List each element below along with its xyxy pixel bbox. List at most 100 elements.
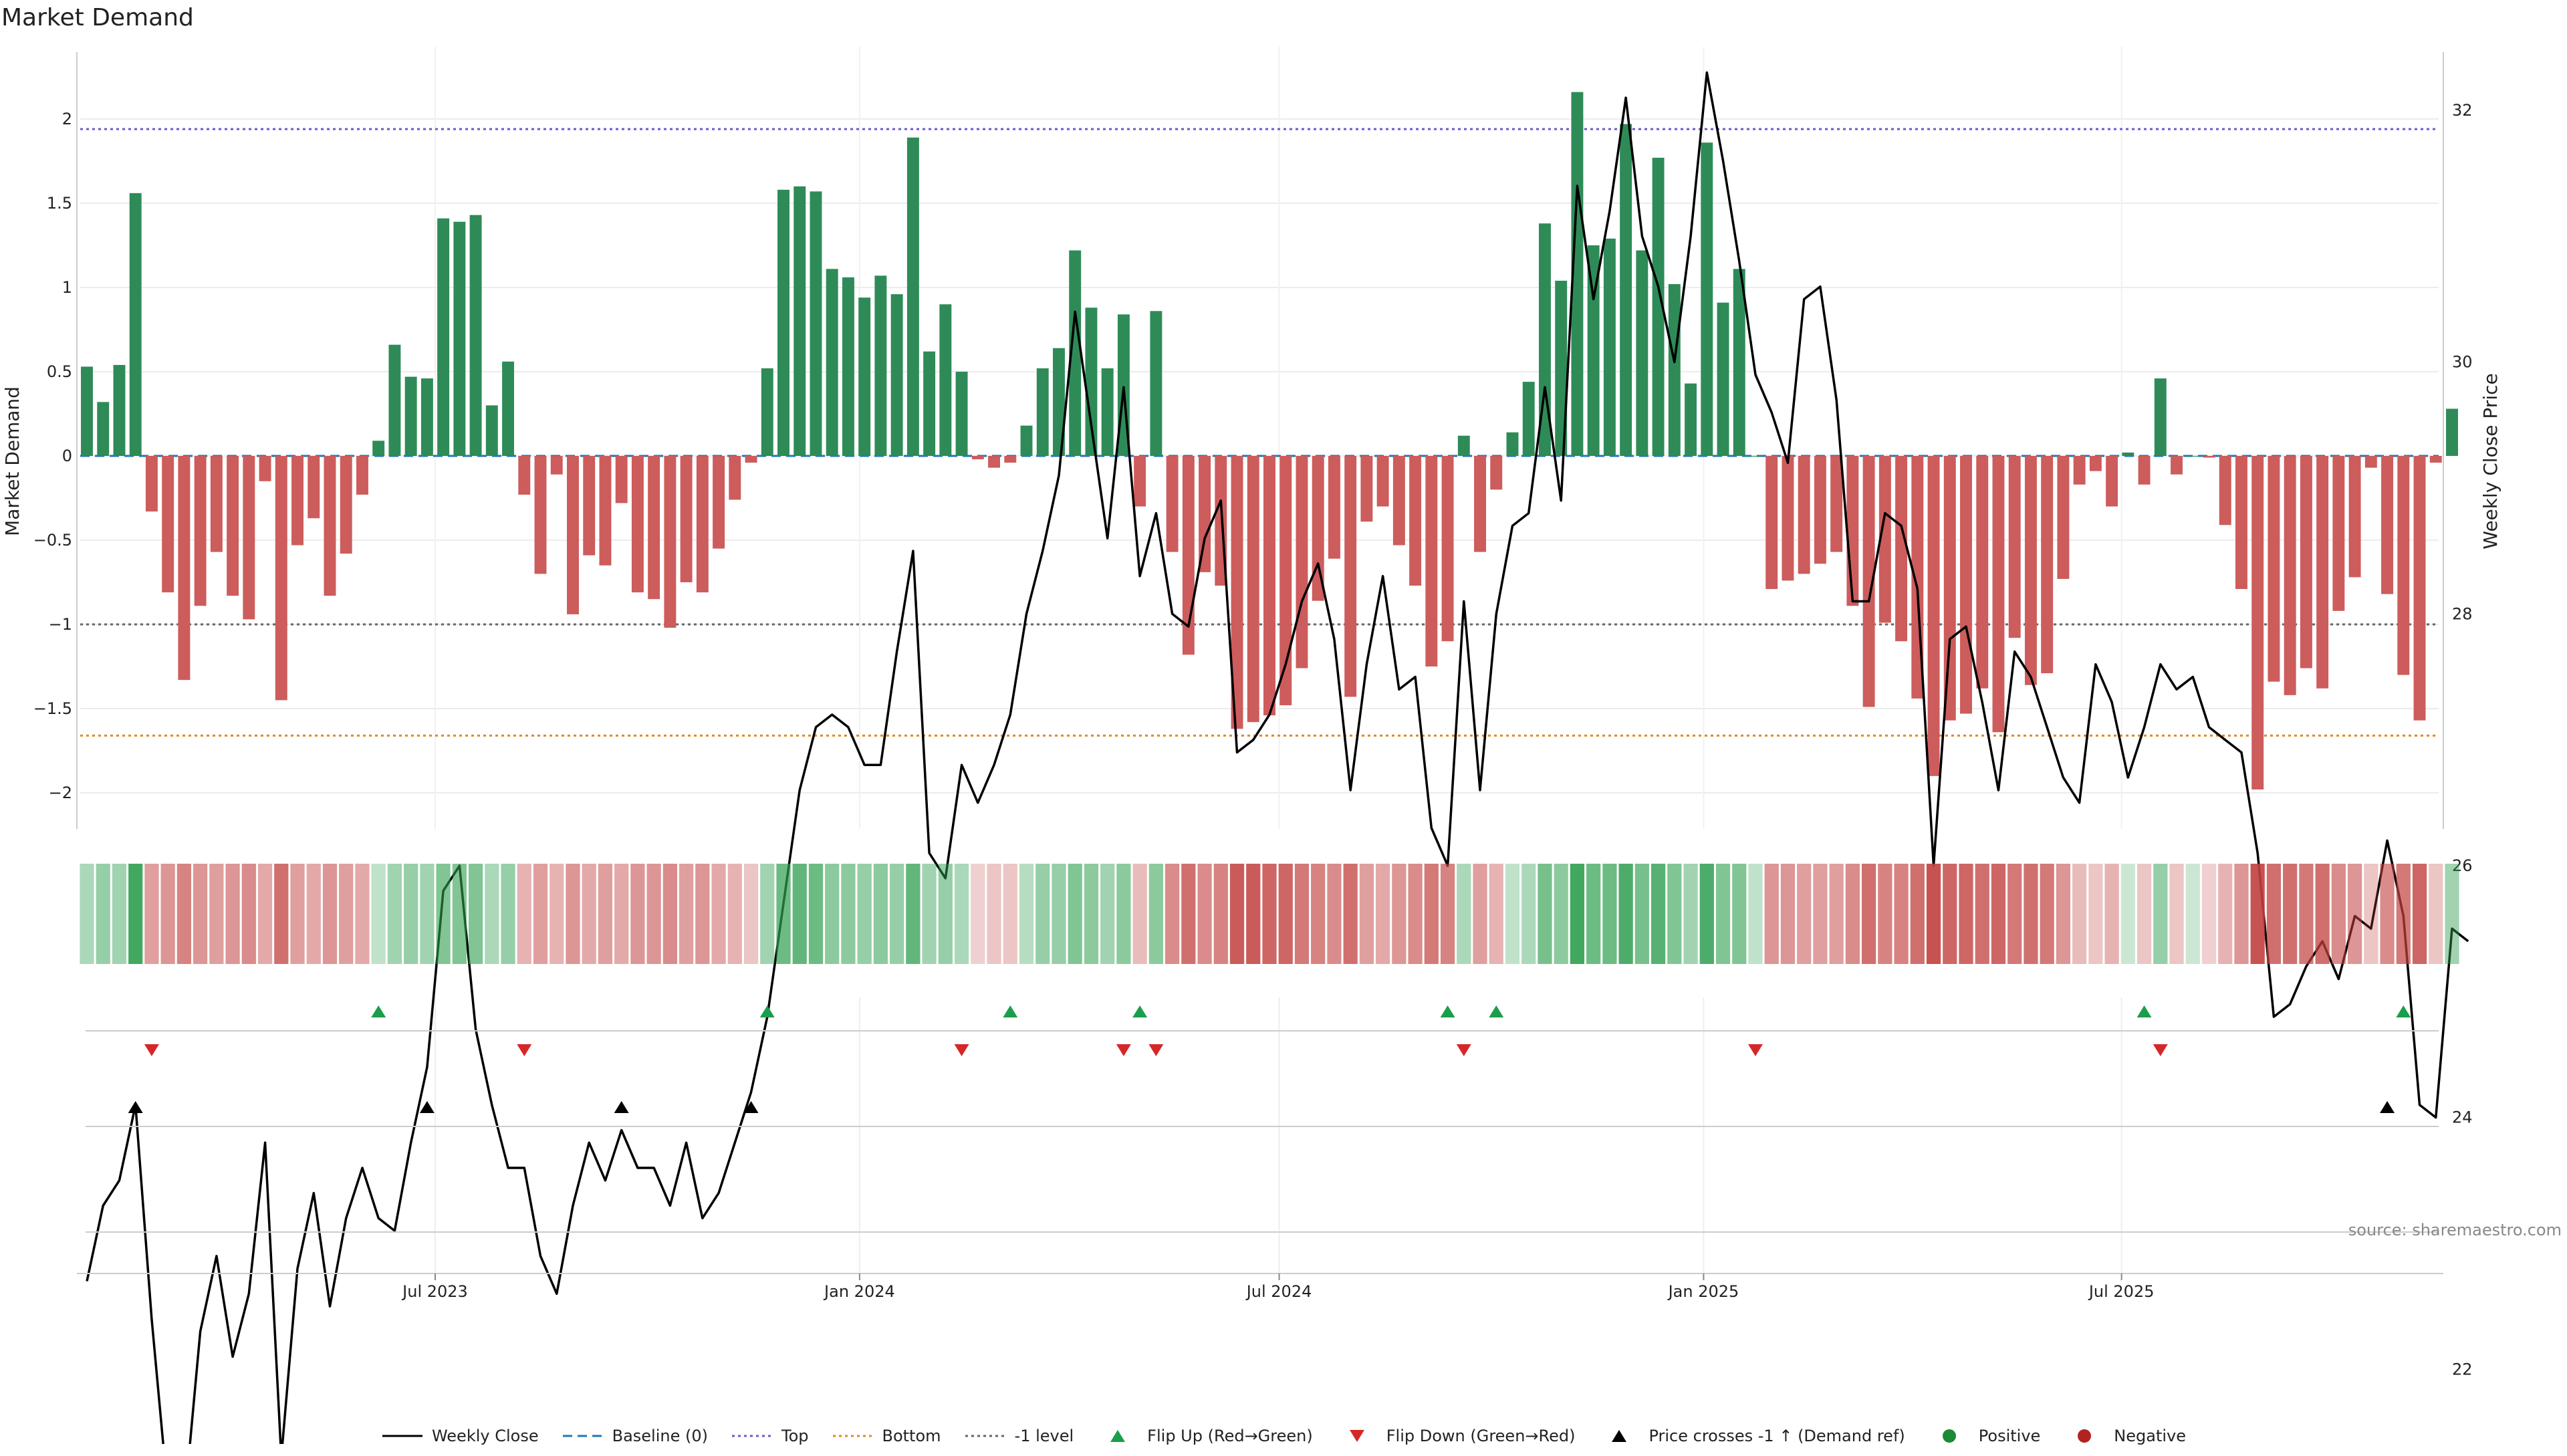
intensity-cell [1343, 864, 1358, 964]
intensity-cell [1538, 864, 1552, 964]
intensity-cell [1813, 864, 1828, 964]
demand-bar [518, 456, 531, 495]
demand-bar [2364, 456, 2377, 468]
right-axis: 32 30 28 26 24 22 [2443, 52, 2473, 1378]
demand-bar [1085, 308, 1098, 456]
demand-bar [404, 376, 417, 456]
intensity-cell [1165, 864, 1180, 964]
intensity-cell [339, 864, 354, 964]
intensity-cell [2120, 864, 2135, 964]
demand-bar [2348, 456, 2361, 578]
demand-bar [971, 456, 984, 460]
intensity-cell [2331, 864, 2346, 964]
demand-bar [955, 372, 968, 456]
demand-bar [1020, 425, 1033, 456]
demand-bar [1798, 456, 1810, 574]
demand-bar [340, 456, 352, 554]
demand-bar [761, 368, 773, 456]
intensity-cell [614, 864, 629, 964]
demand-bar [113, 364, 126, 456]
demand-bar [2397, 456, 2410, 675]
intensity-cell [144, 864, 159, 964]
demand-bar [923, 351, 936, 456]
price-cross-marker [2380, 1101, 2395, 1113]
intensity-cell [2234, 864, 2249, 964]
legend-item: Positive [1928, 1427, 2040, 1445]
intensity-cell [2283, 864, 2298, 964]
legend-symbol [1110, 1430, 1126, 1442]
demand-bar [1376, 456, 1389, 507]
demand-bar [1733, 269, 1745, 456]
intensity-cell [873, 864, 888, 964]
intensity-cell [906, 864, 921, 964]
left-tick-label: −0.5 [33, 531, 72, 550]
intensity-cell [1392, 864, 1407, 964]
intensity-cell [1586, 864, 1601, 964]
left-tick-label: −1 [49, 615, 72, 634]
demand-bar [356, 456, 368, 495]
flip-down-marker [1116, 1044, 1131, 1056]
intensity-cell [274, 864, 289, 964]
demand-bar [2300, 456, 2312, 669]
legend-item: Price crosses -1 ↑ (Demand ref) [1598, 1427, 1905, 1445]
intensity-cell [1181, 864, 1196, 964]
intensity-cell [2088, 864, 2103, 964]
demand-bar [631, 456, 644, 593]
intensity-cell [2315, 864, 2330, 964]
intensity-cell [2380, 864, 2395, 964]
intensity-cell [1084, 864, 1099, 964]
intensity-cell [2007, 864, 2022, 964]
x-axis: Jul 2023 Jan 2024 Jul 2024 Jan 2025 Jul 2025 [77, 1273, 2443, 1301]
intensity-cell [2072, 864, 2087, 964]
demand-bar [550, 456, 563, 475]
intensity-cell [857, 864, 872, 964]
demand-bar [1312, 456, 1324, 601]
legend-symbol [832, 1435, 873, 1437]
intensity-cell [1408, 864, 1423, 964]
demand-bar [713, 456, 725, 549]
intensity-cell [1699, 864, 1714, 964]
demand-bar [162, 456, 174, 593]
intensity-cell [517, 864, 531, 964]
demand-bar [1943, 456, 1956, 721]
demand-bar [194, 456, 207, 606]
intensity-cell [1311, 864, 1326, 964]
intensity-cell [1327, 864, 1342, 964]
intensity-strip [80, 864, 2459, 964]
demand-bar [988, 456, 1001, 468]
intensity-cell [1229, 864, 1245, 964]
right-tick-label: 32 [2452, 101, 2473, 120]
demand-bar [485, 405, 498, 456]
demand-bar [2413, 456, 2426, 721]
intensity-cell [2218, 864, 2233, 964]
legend-item: Negative [2063, 1427, 2186, 1445]
demand-bar [2106, 456, 2118, 507]
demand-bar [615, 456, 628, 503]
demand-bar [1296, 456, 1308, 669]
demand-bar [1846, 456, 1859, 606]
intensity-cell [420, 864, 435, 964]
demand-bar [2057, 456, 2070, 579]
intensity-cell [1845, 864, 1860, 964]
demand-bar [1425, 456, 1438, 666]
demand-bar [210, 456, 223, 552]
demand-bar [2429, 456, 2442, 463]
legend-label: Flip Up (Red→Green) [1147, 1427, 1313, 1445]
demand-bar [874, 275, 887, 456]
intensity-cell [322, 864, 338, 964]
legend-item: Bottom [832, 1427, 941, 1445]
right-tick-label: 22 [2452, 1360, 2473, 1378]
flip-down-marker [2153, 1044, 2168, 1056]
intensity-cell [1035, 864, 1050, 964]
demand-bar [1199, 456, 1211, 572]
legend-symbol [562, 1435, 603, 1437]
intensity-cell [1975, 864, 1989, 964]
legend-triangle-up-symbol [1110, 1430, 1126, 1442]
price-cross-marker [128, 1101, 143, 1113]
intensity-cell [1602, 864, 1617, 964]
intensity-cell [630, 864, 645, 964]
legend-label: -1 level [1014, 1427, 1074, 1445]
legend-label: Weekly Close [431, 1427, 539, 1445]
demand-bar [275, 456, 287, 701]
